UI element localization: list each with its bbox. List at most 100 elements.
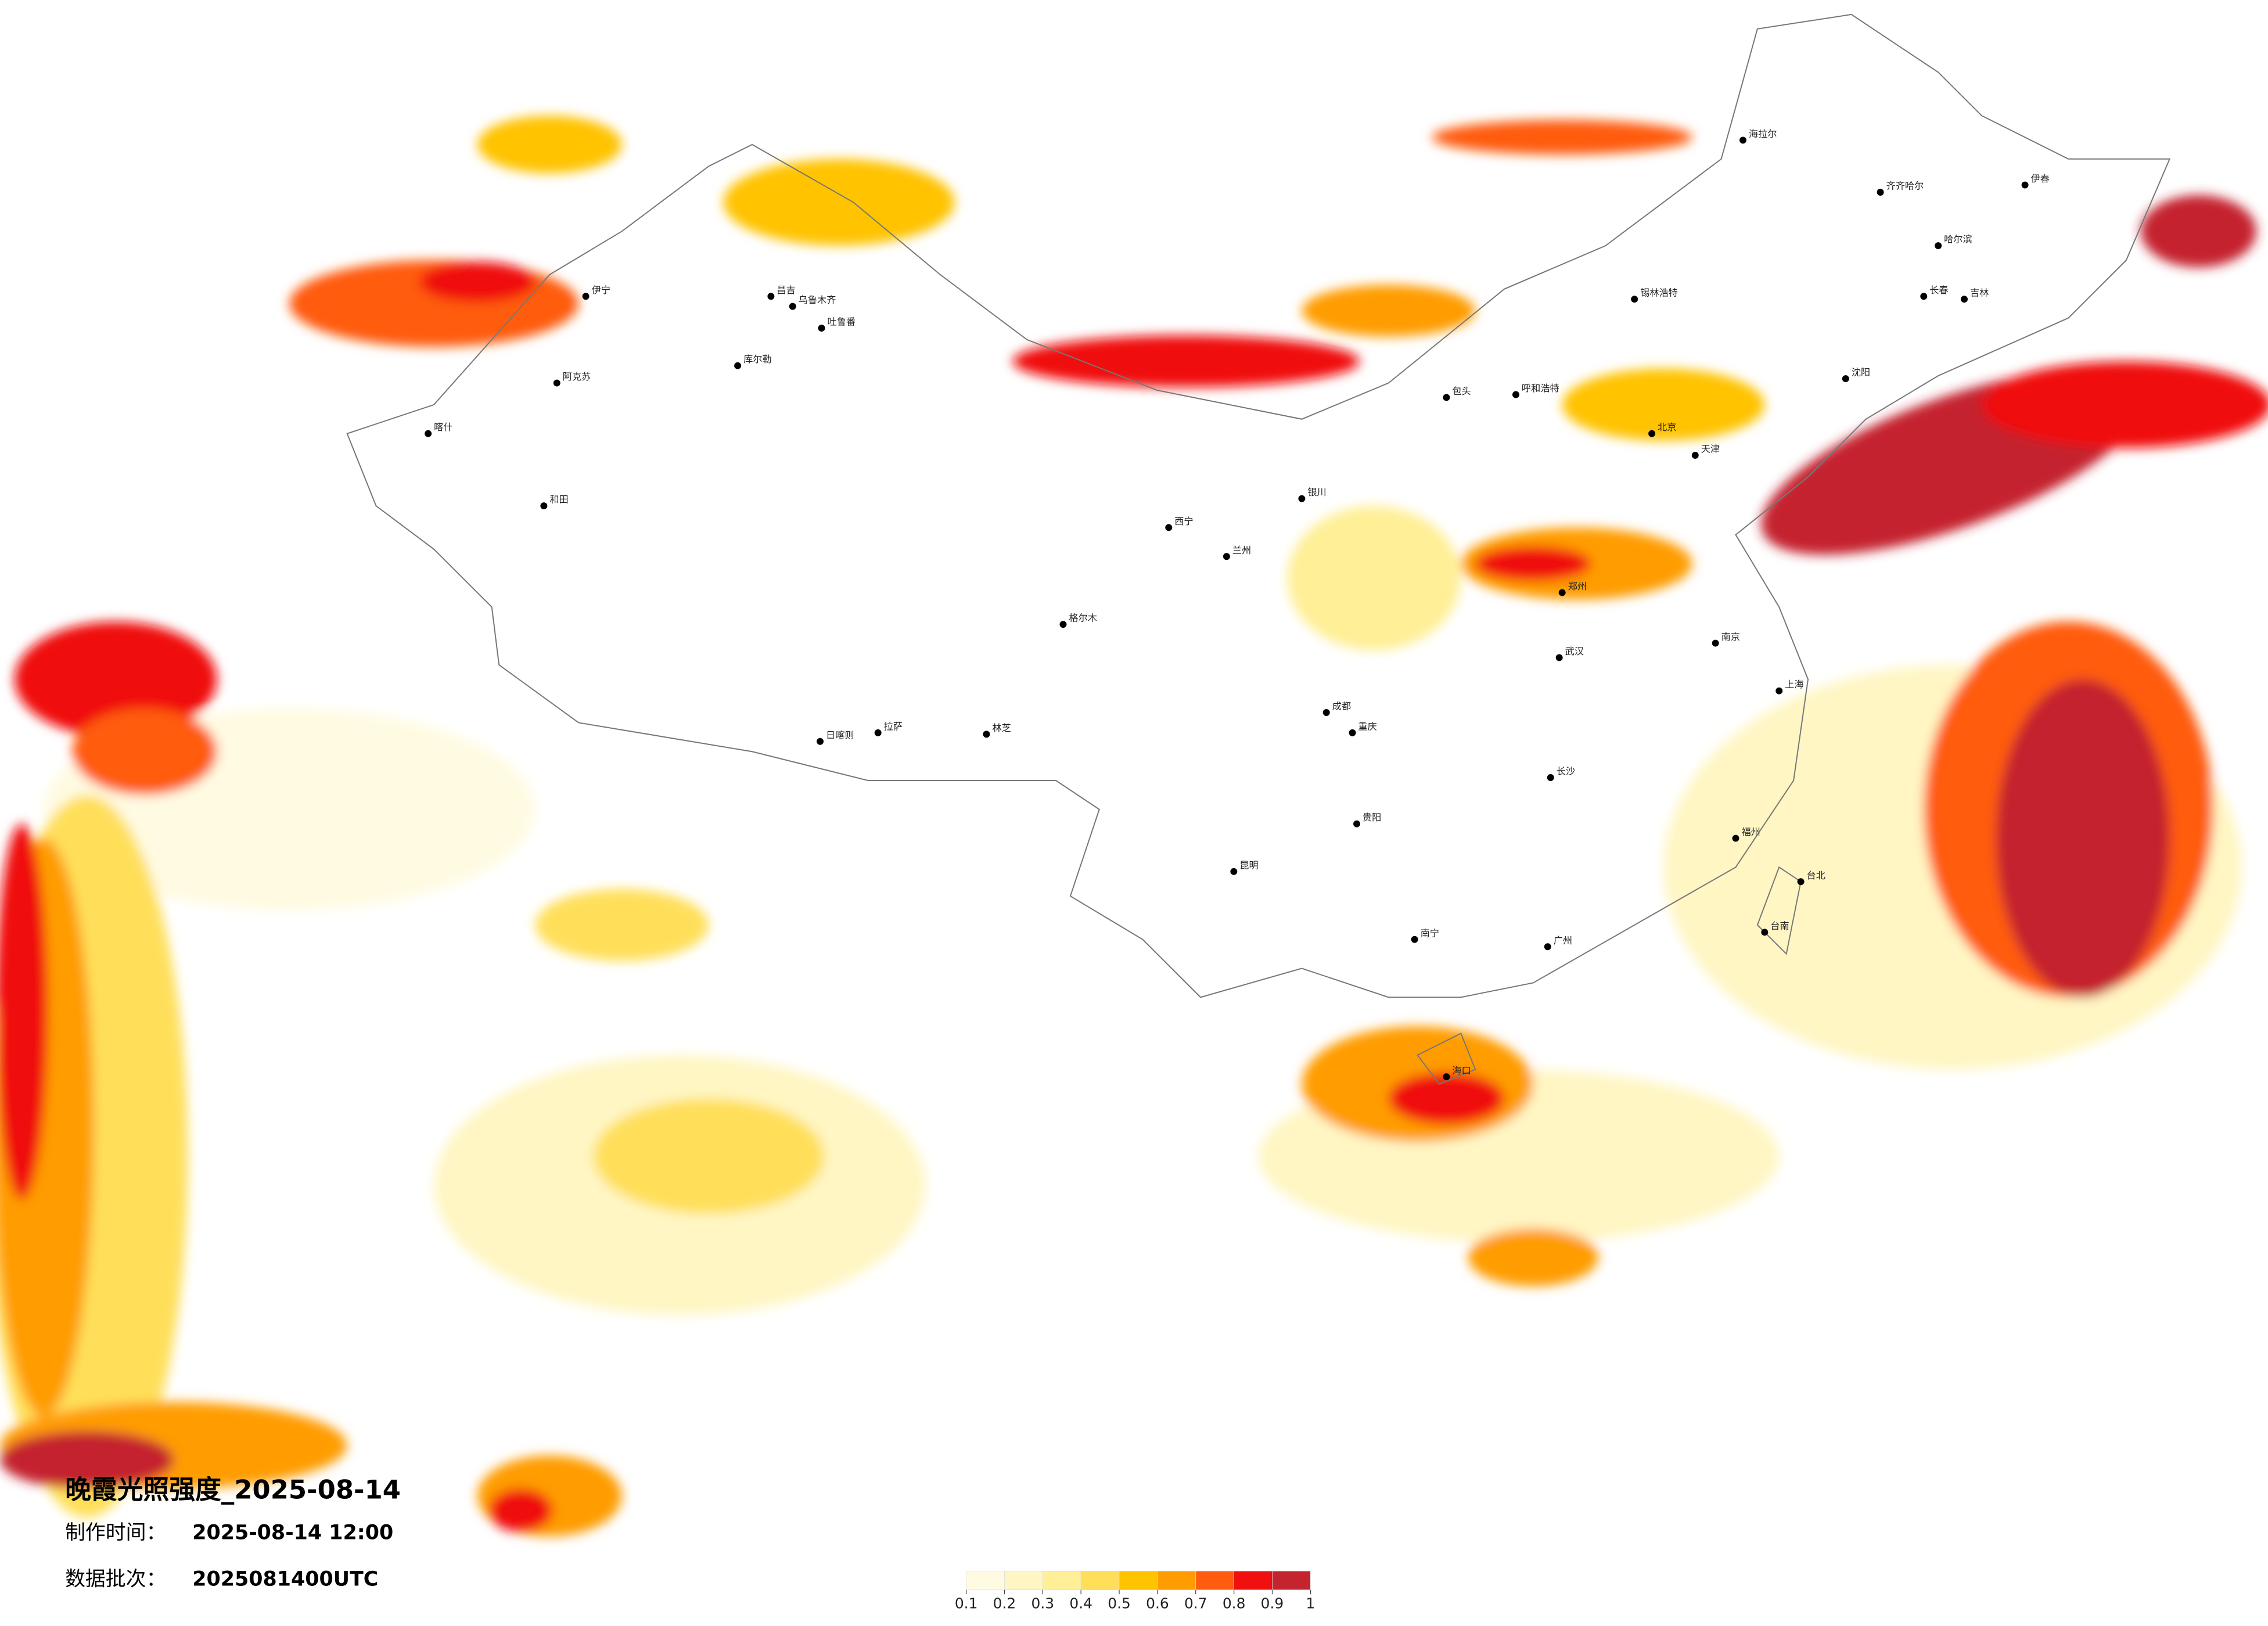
city-dot — [1739, 136, 1746, 144]
colorbar-tick-label: 0.6 — [1146, 1595, 1169, 1612]
colorbar-tick-label: 0.7 — [1184, 1595, 1207, 1612]
city-label: 伊春 — [2031, 173, 2050, 184]
city-dot — [1712, 639, 1719, 647]
made-value: 2025-08-14 12:00 — [192, 1521, 393, 1545]
city-dot — [1223, 553, 1230, 560]
colorbar-tick-label: 0.2 — [993, 1595, 1016, 1612]
city-dot — [1547, 774, 1554, 781]
colorbar: 0.1 0.2 0.3 0.4 0.5 0.6 0.7 0.8 0.9 1 — [955, 1571, 1315, 1612]
city-dot — [1322, 709, 1330, 716]
intensity-field — [0, 116, 2268, 1537]
city-dot — [767, 293, 775, 300]
city-dot — [1555, 654, 1563, 661]
city-dot — [540, 502, 548, 510]
city-label: 呼和浩特 — [1522, 383, 1559, 394]
colorbar-swatch — [1157, 1571, 1196, 1591]
city-label: 哈尔滨 — [1944, 234, 1972, 245]
colorbar-tick-label: 1 — [1306, 1595, 1315, 1612]
city-dot — [734, 362, 742, 369]
batch-value: 2025081400UTC — [192, 1567, 378, 1591]
colorbar-tick-label: 0.9 — [1261, 1595, 1284, 1612]
city-dot — [1961, 296, 1968, 303]
city-dot — [553, 379, 560, 387]
colorbar-tick-label: 0.1 — [955, 1595, 978, 1612]
colorbar-tick-label: 0.5 — [1108, 1595, 1131, 1612]
city-label: 台北 — [1807, 870, 1825, 881]
colorbar-swatch — [1119, 1571, 1158, 1591]
colorbar-swatch — [1004, 1571, 1043, 1591]
colorbar-swatch — [966, 1571, 1005, 1591]
city-dot — [1230, 868, 1238, 875]
city-dot — [1797, 878, 1805, 886]
city-label: 沈阳 — [1852, 367, 1870, 378]
city-dot — [1443, 394, 1450, 401]
city-dot — [818, 325, 825, 332]
city-dot — [1920, 293, 1928, 300]
city-label: 乌鲁木齐 — [799, 294, 836, 305]
colorbar-tick-label: 0.4 — [1069, 1595, 1092, 1612]
colorbar-swatch — [1195, 1571, 1234, 1591]
colorbar-tick-label: 0.3 — [1031, 1595, 1055, 1612]
city-label: 阿克苏 — [563, 371, 591, 382]
city-label: 南宁 — [1421, 927, 1439, 938]
city-dot — [789, 303, 796, 310]
city-dot — [983, 731, 990, 738]
city-dot — [1775, 687, 1783, 695]
city-label: 昆明 — [1239, 859, 1258, 870]
city-dot — [874, 729, 882, 736]
city-dot — [1842, 375, 1849, 383]
city-label: 兰州 — [1232, 545, 1251, 556]
city-label: 库尔勒 — [743, 354, 772, 365]
city-dot — [1349, 729, 1356, 736]
city-dot — [1631, 296, 1638, 303]
city-dot — [1761, 929, 1769, 936]
city-label: 上海 — [1785, 679, 1803, 690]
city-dot — [1059, 621, 1067, 628]
city-label: 武汉 — [1565, 646, 1584, 657]
city-label: 贵阳 — [1363, 812, 1381, 823]
made-label: 制作时间： — [65, 1521, 166, 1545]
city-label: 天津 — [1701, 444, 1720, 455]
batch-label: 数据批次： — [65, 1567, 166, 1591]
city-label: 福州 — [1741, 826, 1760, 837]
colorbar-swatch — [1042, 1571, 1081, 1591]
colorbar-swatch — [1080, 1571, 1120, 1591]
city-label: 喀什 — [434, 422, 452, 433]
city-label: 西宁 — [1174, 516, 1193, 527]
city-dot — [1298, 495, 1306, 502]
city-label: 广州 — [1554, 935, 1572, 946]
city-label: 长沙 — [1557, 766, 1575, 777]
colorbar-tick-label: 0.8 — [1223, 1595, 1246, 1612]
city-dot — [1353, 820, 1361, 828]
city-label: 拉萨 — [884, 721, 903, 732]
city-label: 重庆 — [1358, 721, 1377, 732]
map-title: 晚霞光照强度_2025-08-14 — [65, 1474, 401, 1505]
city-label: 吐鲁番 — [828, 316, 856, 328]
city-dot — [1732, 834, 1739, 842]
city-label: 吉林 — [1970, 287, 1989, 298]
city-label: 台南 — [1770, 920, 1789, 931]
city-dot — [1691, 452, 1699, 459]
city-label: 银川 — [1307, 487, 1326, 498]
border — [346, 13, 2171, 998]
city-dot — [2021, 181, 2029, 189]
city-dot — [1935, 242, 1942, 250]
city-label: 包头 — [1452, 386, 1471, 397]
city-dot — [1411, 936, 1418, 943]
city-label: 南京 — [1721, 631, 1740, 642]
city-label: 海口 — [1452, 1065, 1471, 1076]
colorbar-swatch — [1272, 1571, 1311, 1591]
city-label: 长春 — [1929, 285, 1948, 296]
city-label: 齐齐哈尔 — [1886, 181, 1924, 192]
city-label: 林芝 — [992, 722, 1011, 733]
city-dot — [1877, 189, 1884, 196]
city-label: 昌吉 — [777, 285, 795, 296]
city-dot — [1443, 1073, 1450, 1081]
city-label: 北京 — [1658, 422, 1676, 433]
city-label: 锡林浩特 — [1640, 287, 1678, 298]
city-dot — [1512, 391, 1519, 398]
city-dot — [1558, 589, 1566, 596]
